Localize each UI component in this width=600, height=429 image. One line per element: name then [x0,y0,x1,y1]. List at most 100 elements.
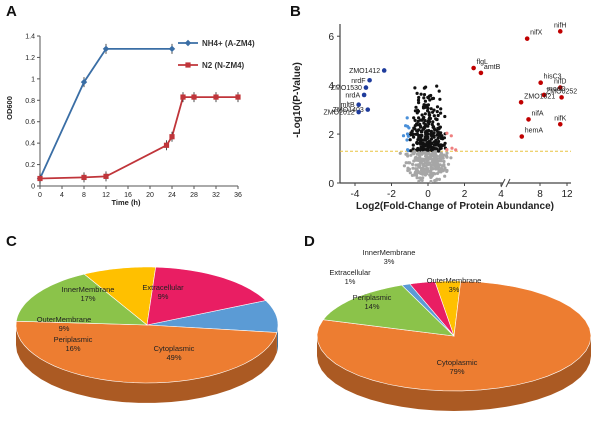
pie-chart-d: OuterMembrane3%Cytoplasmic79%Periplasmic… [316,248,592,411]
protein-point [446,162,451,166]
gene-label: modD [547,86,566,93]
protein-point [437,139,441,144]
legend-label: N2 (N-ZM4) [202,61,245,70]
x-tick-label: 16 [124,192,132,199]
gene-label: hemA [525,128,544,135]
protein-point [429,107,433,111]
protein-point [401,134,406,138]
y-tick-label: 6 [328,32,334,43]
protein-point [435,166,439,171]
protein-point [423,135,427,139]
protein-point [420,130,424,134]
protein-point [419,125,423,129]
protein-point [434,138,438,143]
x-tick-label: 12 [102,192,110,199]
x-tick-label: 20 [146,192,154,199]
protein-point [432,146,437,150]
panel-label-b: B [290,3,301,20]
protein-point [423,112,427,116]
protein-point [426,120,430,124]
legend-marker [185,62,191,68]
protein-point [411,147,415,151]
slice-label: InnerMembrane [363,248,416,257]
protein-point [445,151,449,155]
protein-point [406,166,410,170]
slice-percent: 79% [449,367,464,376]
protein-point [428,98,432,102]
protein-point [417,95,421,100]
protein-point [417,116,421,120]
protein-point [412,135,416,139]
labeled-protein-point [526,117,531,122]
data-point [168,45,176,53]
protein-point [406,148,410,152]
protein-point [428,116,433,121]
protein-point [409,153,413,157]
protein-point [431,110,435,114]
protein-point [445,155,449,159]
protein-point [412,116,416,120]
data-point [191,94,197,100]
gene-label: nifX [530,30,542,37]
panel-label-a: A [6,3,17,20]
protein-point [429,179,433,184]
protein-point [415,129,420,133]
labeled-protein-point [541,92,547,98]
protein-point [404,161,408,165]
protein-point [425,155,429,159]
data-point [103,173,109,179]
gene-label: flgL [477,59,488,66]
protein-point [409,149,413,153]
protein-point [437,126,441,130]
protein-point [443,174,447,178]
data-point [169,134,175,140]
protein-point [425,147,429,151]
protein-point [424,85,428,89]
slice-label: Cytoplasmic [437,358,478,367]
protein-point [423,164,428,168]
protein-point [439,151,443,155]
protein-point [416,163,420,167]
pie-slice [83,266,157,326]
protein-point [423,130,428,134]
protein-point [419,142,423,146]
protein-point [437,177,441,181]
protein-point [428,156,432,160]
protein-point [439,159,443,163]
x-tick-label: 4 [498,189,504,200]
labeled-protein-point [471,65,476,71]
protein-point [419,92,423,96]
labeled-protein-point [367,77,372,83]
protein-point [414,173,419,177]
pie-slice [322,284,455,337]
protein-point [432,171,436,175]
data-point [81,174,87,181]
protein-point [418,165,422,169]
protein-point [429,129,433,133]
protein-point [440,134,444,138]
gene-label: amtB [484,64,501,71]
protein-point [421,167,425,171]
data-point [235,94,241,100]
y-tick-label: 1 [31,76,35,83]
protein-point [432,162,436,166]
y-tick-label: 0 [31,184,35,191]
protein-point [406,154,410,158]
labeled-protein-point [519,134,525,139]
axis-break-mark [500,178,506,188]
pie-slice [15,273,148,326]
slice-label: Extracellular [329,268,371,277]
labeled-protein-point [518,99,524,105]
protein-point [434,178,438,182]
slice-label: Extracellular [142,283,184,292]
x-tick-label: 24 [168,192,176,199]
pie-slice [15,320,278,384]
protein-point [431,167,435,171]
protein-point [417,101,421,105]
y-tick-label: 1.4 [25,34,35,41]
protein-point [411,166,415,170]
data-point [163,142,170,148]
protein-point [436,149,441,153]
gene-label: nifH [554,22,566,29]
slice-percent: 9% [158,292,169,301]
